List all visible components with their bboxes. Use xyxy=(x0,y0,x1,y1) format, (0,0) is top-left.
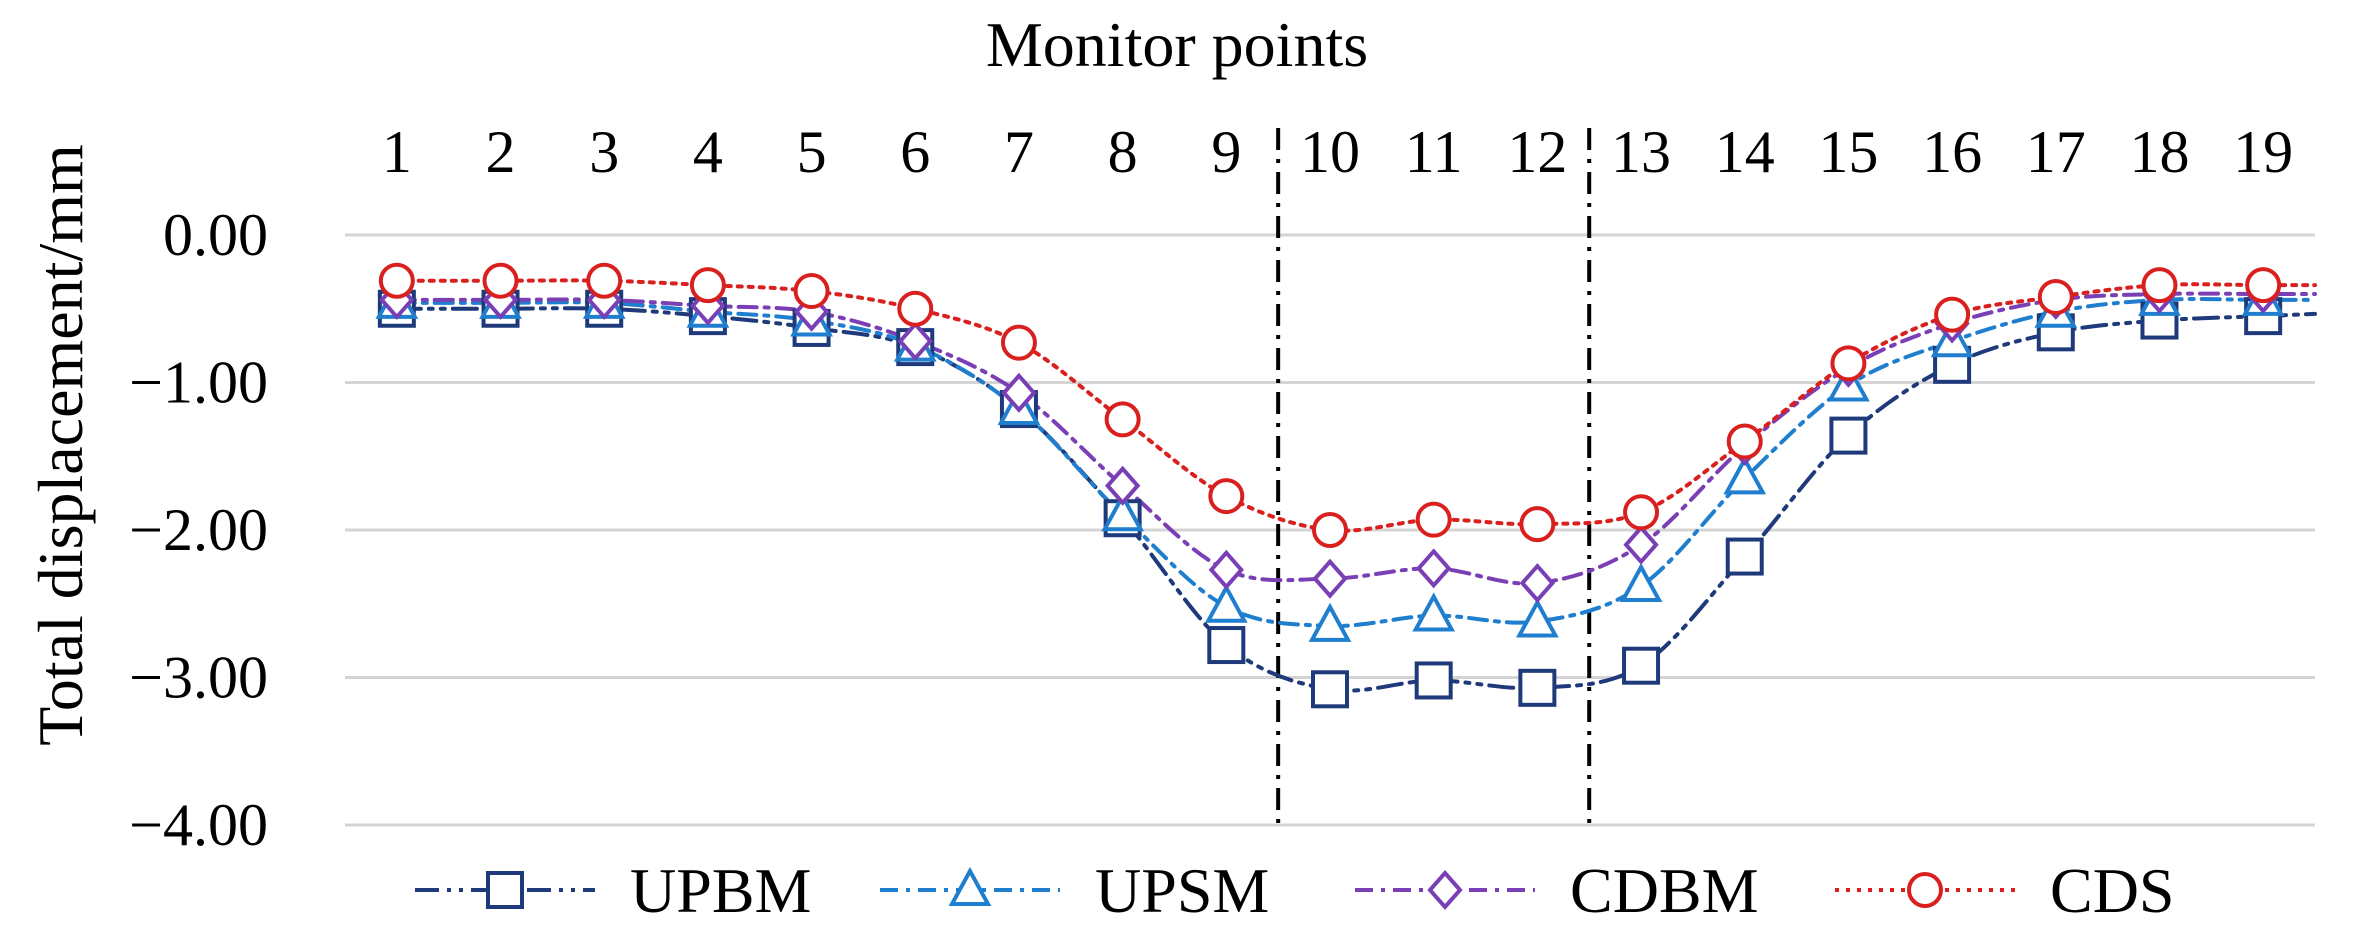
marker-upsm xyxy=(1723,455,1767,495)
marker-cds xyxy=(1415,501,1452,538)
x-tick-label: 10 xyxy=(1300,119,1360,185)
series-line-cdbm xyxy=(394,291,2317,586)
marker-upsm xyxy=(1101,492,1145,532)
marker-cds xyxy=(482,262,519,299)
x-tick-label: 16 xyxy=(1922,119,1982,185)
x-tick-label: 12 xyxy=(1507,119,1567,185)
x-tick-label: 13 xyxy=(1611,119,1671,185)
marker-cdbm xyxy=(1208,549,1244,590)
legend-marker xyxy=(948,866,992,906)
marker-cds xyxy=(897,290,934,327)
marker-cdbm xyxy=(897,321,933,362)
legend-marker xyxy=(1427,869,1463,911)
marker-cdbm xyxy=(1416,548,1452,589)
marker-cds xyxy=(2037,278,2074,315)
marker-upsm xyxy=(1204,583,1248,623)
marker-cds xyxy=(1104,401,1141,438)
legend-label: CDBM xyxy=(1570,855,1759,926)
series-line-upbm xyxy=(394,306,2317,693)
legend-item-upsm: UPSM xyxy=(880,855,1269,926)
legend-label: UPBM xyxy=(630,855,811,926)
y-tick-label: 0.00 xyxy=(163,202,268,268)
marker-cdbm xyxy=(1623,524,1659,565)
x-tick-label: 1 xyxy=(382,119,412,185)
x-tick-label: 9 xyxy=(1211,119,1241,185)
x-tick-label: 8 xyxy=(1108,119,1138,185)
marker-cds xyxy=(2245,267,2282,304)
reference-lines xyxy=(1276,128,1592,825)
x-tick-label: 4 xyxy=(693,119,723,185)
marker-upbm xyxy=(1829,416,1868,455)
x-tick-label: 17 xyxy=(2026,119,2086,185)
marker-upbm xyxy=(1414,661,1453,700)
marker-upbm xyxy=(1518,668,1557,707)
x-tick-label: 6 xyxy=(900,119,930,185)
series-lines xyxy=(394,278,2317,693)
marker-upbm xyxy=(1725,537,1764,576)
marker-cds xyxy=(586,262,623,299)
legend-item-cds: CDS xyxy=(1835,855,2175,926)
marker-upsm xyxy=(1308,602,1352,642)
marker-cds xyxy=(1830,345,1867,382)
marker-cds xyxy=(378,262,415,299)
legend-label: CDS xyxy=(2050,855,2175,926)
marker-cds xyxy=(1623,494,1660,531)
legend-marker xyxy=(1907,872,1943,908)
marker-upbm xyxy=(1622,646,1661,685)
x-tick-label: 14 xyxy=(1715,119,1775,185)
legend-label: UPSM xyxy=(1095,855,1269,926)
marker-cds xyxy=(793,273,830,310)
marker-cds xyxy=(1208,478,1245,515)
marker-upsm xyxy=(1619,562,1663,603)
marker-cds xyxy=(1934,296,1971,333)
legend-marker xyxy=(486,871,524,909)
marker-cdbm xyxy=(1104,465,1141,506)
x-tick-label: 15 xyxy=(1818,119,1878,185)
marker-cds xyxy=(1000,324,1037,361)
x-tick-labels: 1 2 3 4 5 6 7 8 9 10 11 12 13 14 15 16 17 18 19 xyxy=(382,119,2293,185)
x-tick-label: 3 xyxy=(589,119,619,185)
marker-cdbm xyxy=(1519,563,1556,604)
y-tick-labels: 0.00 −1.00 −2.00 −3.00 −4.00 xyxy=(129,202,268,858)
marker-upbm xyxy=(1207,626,1246,665)
x-axis-label: Monitor points xyxy=(986,9,1368,80)
marker-cdbm xyxy=(1001,372,1037,413)
x-tick-label: 18 xyxy=(2129,119,2189,185)
marker-upbm xyxy=(1311,670,1349,709)
x-tick-label: 11 xyxy=(1405,119,1463,185)
y-tick-label: −4.00 xyxy=(129,792,268,858)
y-tick-label: −1.00 xyxy=(129,350,268,416)
y-tick-label: −3.00 xyxy=(129,645,268,711)
legend: UPBM UPSM CDBM CDS xyxy=(415,855,2175,926)
x-tick-label: 19 xyxy=(2233,119,2293,185)
marker-cds xyxy=(2141,267,2178,304)
marker-cdbm xyxy=(1312,558,1348,599)
marker-cds xyxy=(689,267,726,304)
marker-cds xyxy=(1519,506,1556,543)
series-markers xyxy=(375,262,2285,709)
y-tick-label: −2.00 xyxy=(129,497,268,563)
y-axis-label: Total displacement/mm xyxy=(25,144,96,746)
legend-item-upbm: UPBM xyxy=(415,855,811,926)
marker-upsm xyxy=(1515,598,1559,638)
marker-cds xyxy=(1312,512,1348,548)
x-tick-label: 7 xyxy=(1004,119,1034,185)
x-tick-label: 2 xyxy=(486,119,516,185)
x-tick-label: 5 xyxy=(797,119,827,185)
legend-item-cdbm: CDBM xyxy=(1355,855,1759,926)
marker-cds xyxy=(1726,423,1763,460)
marker-upsm xyxy=(1412,592,1456,632)
